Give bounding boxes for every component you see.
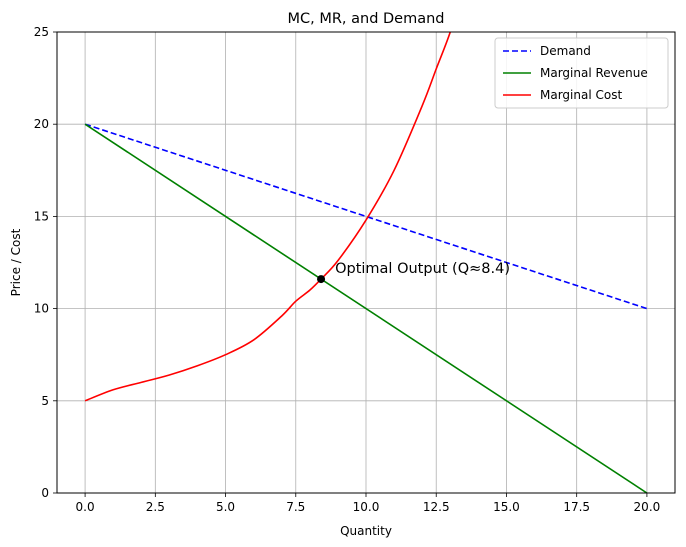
x-tick-label: 2.5 [146,500,165,514]
y-tick-label: 0 [41,486,49,500]
x-tick-label: 7.5 [286,500,305,514]
x-tick-label: 12.5 [423,500,450,514]
optimal-output-annotation: Optimal Output (Q≈8.4) [335,261,510,277]
y-axis-label: Price / Cost [9,228,23,296]
legend: Demand Marginal Revenue Marginal Cost [494,37,669,109]
legend-label-marginal-revenue: Marginal Revenue [540,66,648,80]
y-tick-label: 5 [41,394,49,408]
legend-label-marginal-cost: Marginal Cost [540,88,622,102]
legend-box [494,37,669,109]
marginal-revenue-line [84,123,648,493]
x-axis-label: Quantity [340,524,392,538]
tick-layer: 0.0 2.5 5.0 7.5 10.0 12.5 15.0 17.5 20.0 0 5 10 15 20… [34,25,661,514]
x-tick-label: 0.0 [76,500,95,514]
x-tick-label: 5.0 [216,500,235,514]
x-tick-label: 10.0 [353,500,380,514]
y-tick-label: 10 [34,302,49,316]
x-tick-label: 15.0 [493,500,520,514]
y-tick-label: 25 [34,25,49,39]
series-layer [84,32,648,493]
optimal-output-point [317,275,326,284]
legend-label-demand: Demand [540,44,591,58]
chart-title: MC, MR, and Demand [287,11,444,27]
annotation-layer: Optimal Output (Q≈8.4) [317,261,510,284]
marginal-cost-line [84,32,452,402]
x-tick-label: 17.5 [563,500,590,514]
y-tick-label: 20 [34,117,49,131]
y-tick-label: 15 [34,209,49,223]
x-tick-label: 20.0 [634,500,661,514]
